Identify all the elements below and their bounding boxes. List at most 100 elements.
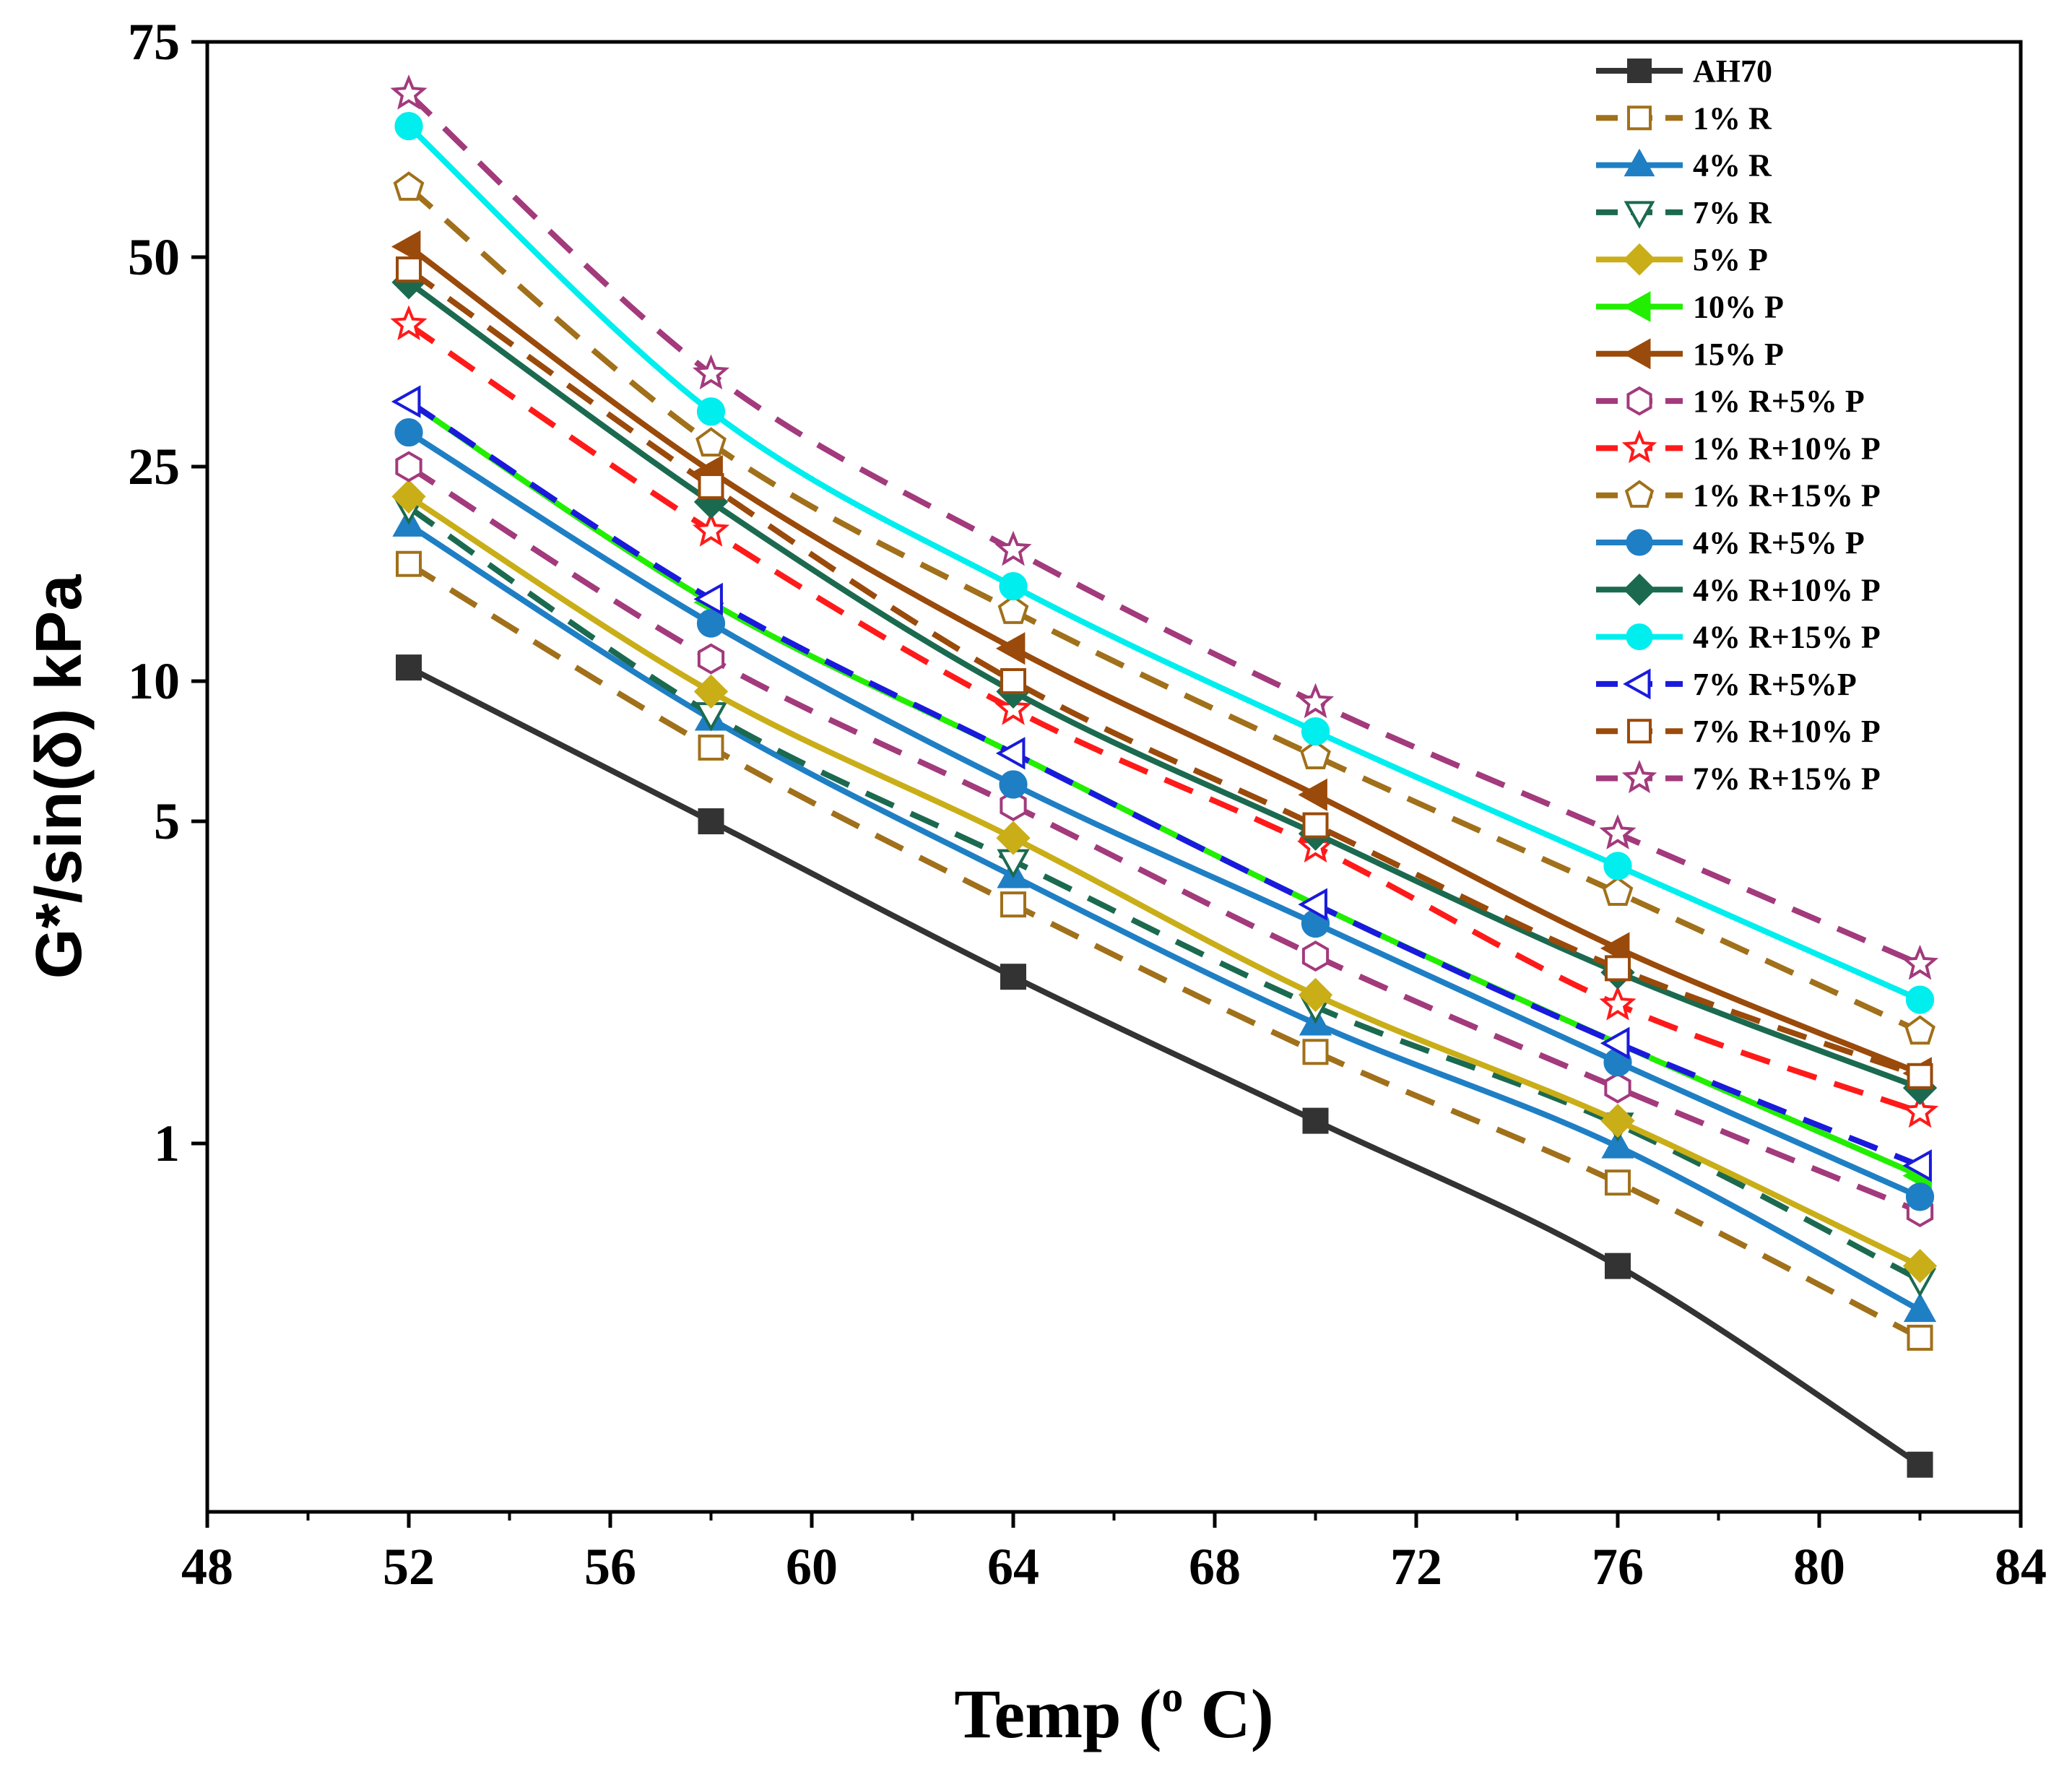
legend-entry: 4% R+5% P	[1596, 525, 1865, 561]
legend-entry: 4% R+10% P	[1596, 572, 1881, 607]
series-layer	[390, 74, 1939, 1478]
legend-label: 4% R+5% P	[1693, 525, 1865, 561]
data-point	[391, 479, 426, 514]
y-tick-label: 5	[154, 792, 180, 850]
data-point	[1605, 1169, 1631, 1196]
data-point	[693, 582, 723, 615]
data-point	[1599, 985, 1637, 1021]
x-axis: 48 52 56 60 64 68 72 76 80 84	[181, 1512, 2047, 1596]
series-4-r-15-p	[394, 111, 1935, 1014]
legend-entry: 7% R+5%P	[1596, 667, 1857, 702]
legend-label: 4% R+10% P	[1693, 572, 1881, 607]
data-point	[999, 770, 1028, 799]
data-point	[1302, 1107, 1329, 1134]
series-ah70	[396, 654, 1933, 1478]
legend-label: AH70	[1693, 53, 1772, 89]
x-tick-label: 64	[987, 1538, 1039, 1596]
y-tick-label: 50	[128, 228, 180, 286]
series-7-r-10-p	[396, 256, 1933, 1089]
legend-marker	[1627, 59, 1652, 83]
legend-marker	[1626, 386, 1652, 416]
legend-entry: 7% R+15% P	[1596, 759, 1881, 797]
data-point	[994, 530, 1032, 566]
x-tick-label: 84	[1995, 1538, 2047, 1596]
y-tick-label: 1	[154, 1115, 180, 1172]
legend-marker	[1624, 480, 1655, 508]
data-point	[1601, 1129, 1634, 1159]
legend-entry: 15% P	[1596, 337, 1784, 372]
data-point	[695, 427, 727, 457]
legend-label: 7% R+15% P	[1693, 761, 1881, 797]
data-point	[1902, 1149, 1932, 1182]
legend-label: 1% R+10% P	[1693, 431, 1881, 466]
legend-entry: 7% R+10% P	[1596, 714, 1881, 749]
legend-entry: 4% R	[1596, 148, 1772, 183]
x-tick-label: 80	[1793, 1538, 1845, 1596]
legend-marker	[1623, 573, 1656, 606]
series-line	[407, 267, 1921, 1079]
data-point	[1604, 1072, 1631, 1104]
series-7-r-15-p	[390, 74, 1939, 980]
legend-label: 15% P	[1693, 337, 1784, 372]
x-axis-title: Temp (o C)	[954, 1673, 1273, 1752]
legend-entry: 7% R	[1596, 195, 1772, 230]
data-point	[1905, 1182, 1935, 1211]
x-tick-label: 52	[383, 1538, 435, 1596]
data-point	[391, 385, 421, 418]
legend-marker	[1621, 759, 1657, 794]
legend-entry: AH70	[1596, 53, 1772, 89]
plot-frame	[205, 40, 2023, 1514]
series-line	[407, 561, 1922, 1341]
series-1-r-10-p	[390, 305, 1939, 1128]
data-point	[1298, 977, 1333, 1013]
data-point	[999, 571, 1028, 601]
data-point	[1300, 740, 1331, 770]
legend-label: 4% R+15% P	[1693, 620, 1881, 655]
data-point	[693, 674, 729, 709]
series-1-r-15-p	[393, 171, 1936, 1045]
data-point	[1901, 944, 1939, 980]
data-point	[390, 305, 428, 341]
series-line	[407, 430, 1922, 1200]
data-point	[997, 594, 1029, 624]
data-point	[394, 111, 423, 141]
legend-marker	[1623, 243, 1656, 276]
series-line	[407, 464, 1922, 1215]
data-point	[1000, 891, 1026, 918]
series-4-r-5-p	[394, 418, 1935, 1211]
data-point	[692, 354, 730, 390]
legend-marker	[1621, 429, 1657, 464]
legend-label: 5% P	[1693, 242, 1768, 277]
data-point	[1605, 955, 1631, 982]
data-point	[396, 550, 422, 577]
legend-label: 7% R+5%P	[1693, 667, 1857, 702]
legend-label: 1% R+5% P	[1693, 384, 1865, 419]
data-point	[1298, 888, 1327, 921]
data-point	[1605, 1253, 1631, 1279]
data-point	[692, 511, 730, 547]
data-point	[1600, 1026, 1630, 1060]
y-axis-title: G*/sin(δ) kPa	[23, 574, 95, 979]
data-point	[1301, 717, 1330, 746]
legend-label: 1% R+15% P	[1693, 478, 1881, 514]
series-line	[407, 522, 1922, 1313]
data-point	[1298, 778, 1327, 811]
data-point	[391, 230, 421, 264]
series-line	[407, 92, 1922, 967]
legend: AH70 1% R 4% R 7% R 5% P 10% P 15% P 1% R+5% P 1…	[1596, 53, 1881, 797]
legend-entry: 1% R	[1596, 100, 1772, 136]
series-7-r-5-p	[391, 385, 1932, 1182]
data-point	[697, 643, 725, 675]
data-point	[1905, 985, 1935, 1014]
series-line	[407, 494, 1922, 1269]
legend-label: 10% P	[1693, 290, 1784, 325]
legend-marker	[1626, 623, 1653, 651]
x-tick-label: 76	[1592, 1538, 1644, 1596]
legend-marker	[1626, 529, 1653, 556]
legend-label: 7% R	[1693, 195, 1772, 230]
x-tick-label: 60	[786, 1538, 838, 1596]
legend-marker	[1623, 291, 1651, 322]
legend-entry: 1% R+5% P	[1596, 384, 1865, 419]
y-axis: 1 5 10 25 50 75	[128, 13, 207, 1172]
